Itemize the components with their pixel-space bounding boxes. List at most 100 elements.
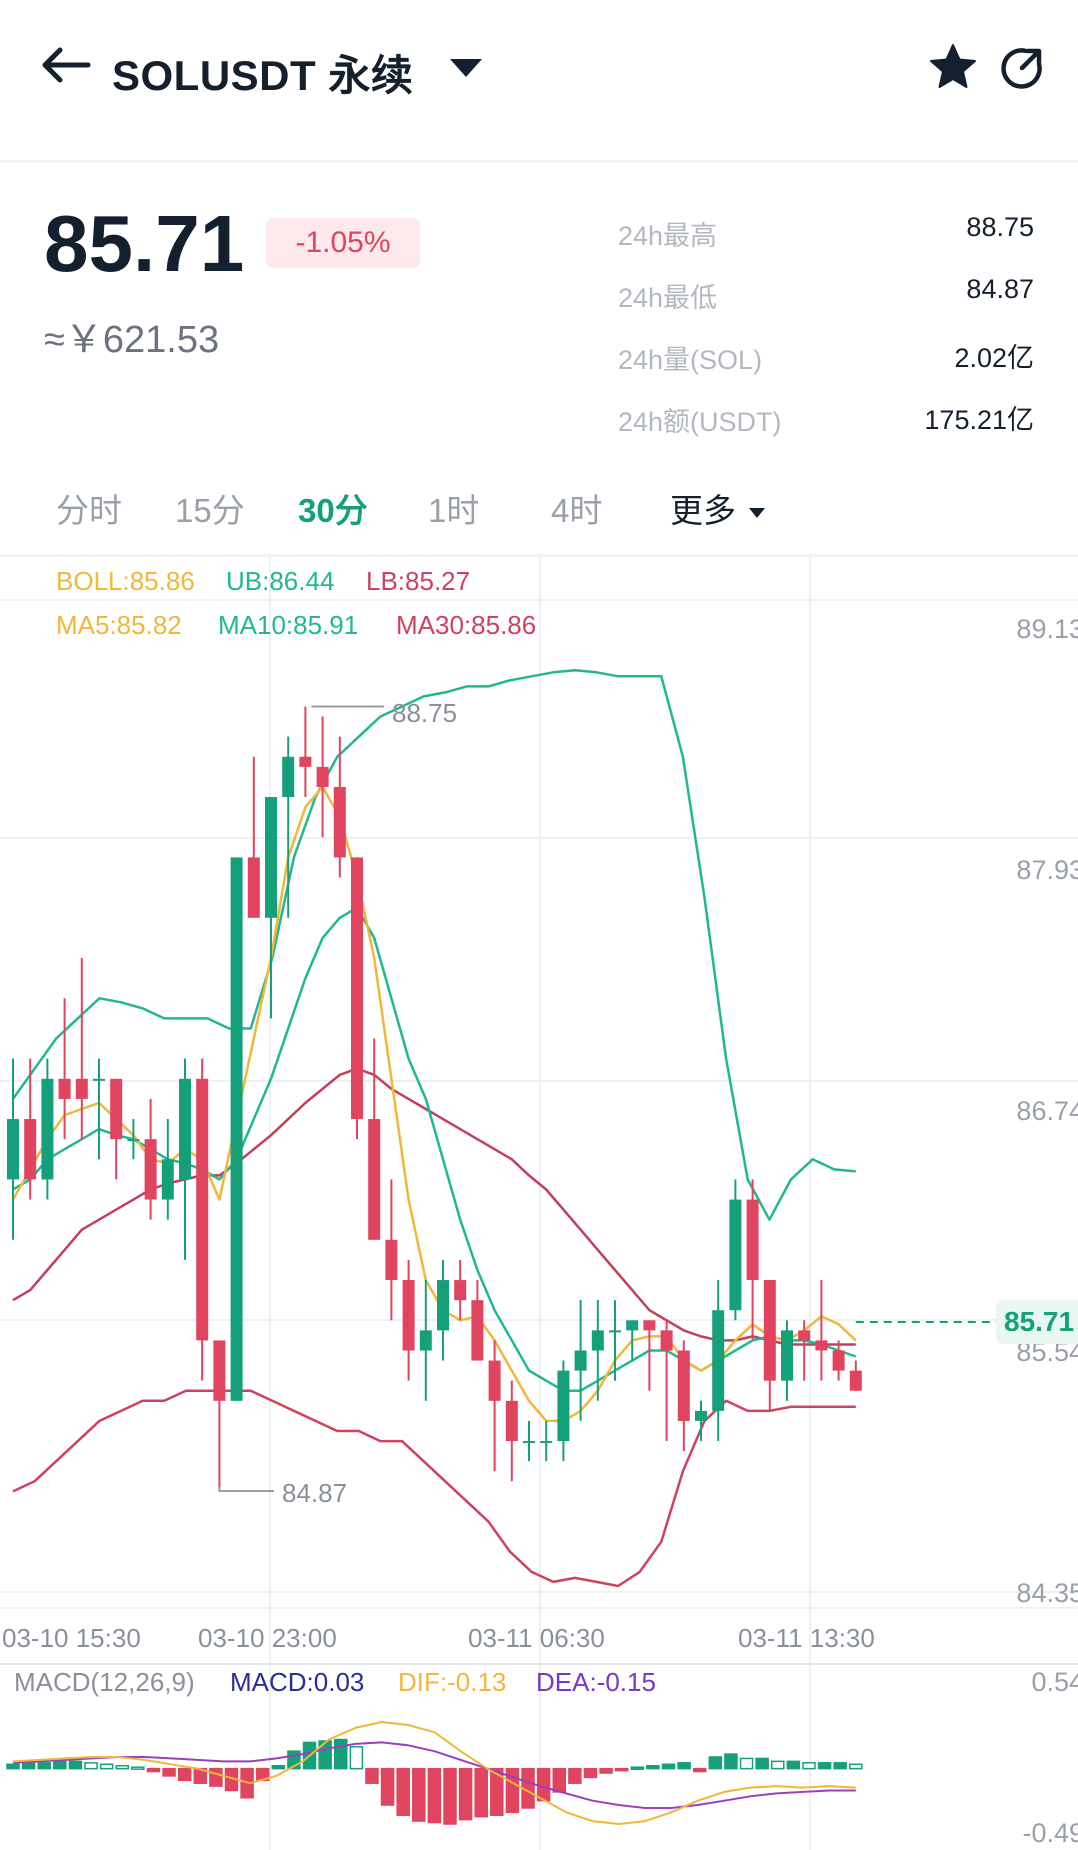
stat-value-low: 84.87 — [966, 274, 1034, 304]
y-axis-label: 87.93 — [1016, 855, 1078, 885]
macd-histogram-bar — [271, 1764, 286, 1770]
macd-histogram-bar — [162, 1767, 176, 1777]
candle-body — [179, 1078, 191, 1180]
ma30-line — [12, 1067, 856, 1346]
candle-body — [110, 1078, 123, 1140]
macd-histogram-bar — [37, 1762, 51, 1770]
candle-body — [7, 1119, 19, 1180]
candle-body — [127, 1139, 140, 1142]
macd-histogram-bar — [68, 1760, 83, 1770]
macd-histogram-bar — [817, 1762, 832, 1770]
tab-time-share[interactable]: 分时 — [56, 492, 122, 529]
change-percent-badge: -1.05% — [266, 218, 420, 268]
candle-body — [626, 1320, 639, 1331]
macd-histogram-bar — [552, 1767, 567, 1793]
x-axis-label: 03-11 13:30 — [738, 1623, 875, 1653]
caret-down-icon — [749, 508, 766, 519]
share-icon[interactable] — [1000, 46, 1044, 90]
ma5-value: MA5:85.82 — [56, 610, 182, 640]
candle-body — [24, 1119, 37, 1180]
candle-body — [781, 1330, 793, 1381]
stat-label-low: 24h最低 — [618, 283, 718, 313]
macd-histogram-bar — [412, 1767, 426, 1822]
tab-4h[interactable]: 4时 — [551, 492, 603, 529]
candle-body — [609, 1330, 621, 1333]
candle-body — [58, 1078, 71, 1099]
dea-line — [12, 1741, 856, 1809]
macd-histogram-bar — [115, 1764, 130, 1770]
macd-histogram-bar — [53, 1760, 67, 1770]
candle-body — [695, 1410, 707, 1421]
back-arrow-icon[interactable] — [40, 45, 92, 85]
candle-body — [591, 1330, 604, 1351]
stat-value-volume: 2.02亿 — [954, 343, 1034, 373]
dif-value: DIF:-0.13 — [398, 1667, 507, 1697]
macd-histogram-bar — [849, 1763, 863, 1770]
last-price-marker: 85.71 — [996, 1300, 1078, 1344]
tab-30m[interactable]: 30分 — [298, 492, 368, 529]
candle-body — [161, 1159, 174, 1200]
candle-body — [729, 1199, 742, 1311]
last-price: 85.71 — [44, 199, 245, 288]
candle-body — [419, 1330, 432, 1351]
x-axis-label: 03-10 23:00 — [198, 1623, 337, 1653]
star-icon[interactable] — [928, 42, 978, 92]
candle-body — [333, 786, 346, 858]
candle-body — [712, 1310, 725, 1411]
candle-body — [763, 1280, 776, 1381]
candlestick-chart[interactable] — [0, 554, 1078, 1850]
macd-histogram-bar — [380, 1767, 395, 1806]
macd-histogram-bar — [802, 1762, 816, 1770]
y-axis-label: 84.35 — [1016, 1578, 1078, 1608]
tab-15m[interactable]: 15分 — [175, 492, 245, 529]
macd-histogram-bar — [84, 1762, 98, 1770]
macd-histogram-bar — [630, 1766, 645, 1770]
candle-body — [540, 1441, 553, 1444]
candle-body — [144, 1139, 157, 1200]
tab-more[interactable]: 更多 — [670, 484, 767, 532]
ma5-line — [11, 785, 857, 1423]
macd-histogram-bar — [177, 1767, 192, 1782]
macd-histogram-bar — [396, 1767, 410, 1816]
boll-lower-band — [12, 1389, 856, 1588]
candle-body — [677, 1350, 690, 1421]
candle-body — [471, 1300, 484, 1361]
macd-histogram-bar — [334, 1738, 348, 1770]
stat-label-volume: 24h量(SOL) — [618, 345, 763, 375]
macd-histogram-bar — [771, 1760, 785, 1770]
pair-title[interactable]: SOLUSDT 永续 — [112, 52, 414, 99]
stat-value-high: 88.75 — [966, 212, 1034, 242]
macd-histogram-bar — [692, 1767, 707, 1773]
candle-body — [815, 1340, 828, 1351]
cny-price: ≈￥621.53 — [44, 319, 220, 361]
candle-body — [454, 1280, 467, 1301]
candle-body — [368, 1119, 381, 1240]
macd-histogram-bar — [365, 1767, 379, 1784]
candle-body — [282, 756, 295, 798]
ma10-value: MA10:85.91 — [218, 610, 359, 640]
low-price-annotation: 84.87 — [282, 1478, 348, 1508]
candle-body — [196, 1078, 209, 1341]
dif-line — [12, 1721, 856, 1825]
macd-histogram-bar — [131, 1766, 145, 1770]
candle-body — [523, 1441, 535, 1444]
candle-body — [93, 1078, 105, 1081]
tab-1h[interactable]: 1时 — [428, 492, 480, 529]
caret-down-icon[interactable] — [448, 55, 484, 81]
macd-histogram-bar — [661, 1763, 676, 1770]
macd-histogram-bar — [739, 1757, 754, 1770]
macd-y-axis-label: -0.49 — [1022, 1818, 1078, 1848]
macd-histogram-bar — [21, 1762, 36, 1770]
candle-body — [402, 1280, 415, 1351]
macd-histogram-bar — [458, 1767, 473, 1821]
boll-upper-band — [11, 669, 856, 1221]
candle-body — [849, 1370, 862, 1391]
candle-body — [230, 857, 243, 1401]
top-bar: SOLUSDT 永续 — [0, 0, 1078, 163]
macd-histogram-bar — [708, 1756, 723, 1770]
macd-histogram-bar — [786, 1760, 801, 1770]
candle-body — [643, 1320, 656, 1331]
macd-histogram-bar — [349, 1746, 364, 1770]
tab-more-label: 更多 — [670, 492, 736, 529]
macd-histogram-bar — [583, 1767, 598, 1779]
